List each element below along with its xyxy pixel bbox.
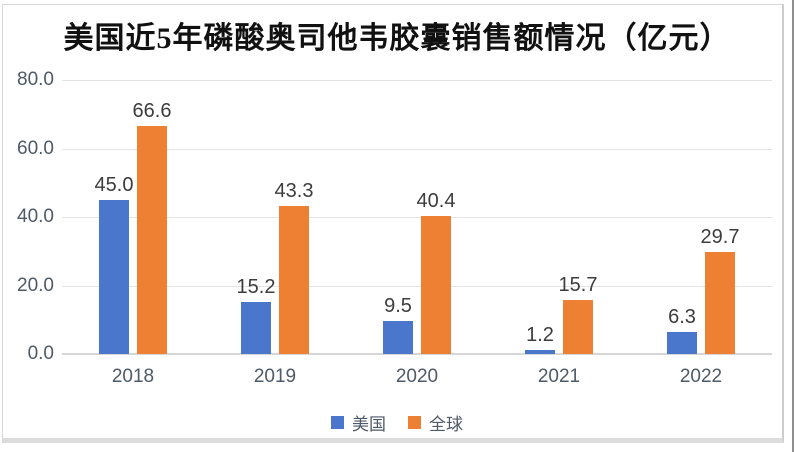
x-tick-label-2022: 2022 [679,366,723,387]
bar-全球-2019 [279,205,309,354]
value-label-全球-2022: 29.7 [700,226,740,249]
bar-美国-2019 [241,301,271,354]
y-tick-label: 80.0 [17,69,54,90]
gridline [62,285,772,287]
legend-item-美国: 美国 [331,410,386,435]
bar-美国-2022 [667,332,697,354]
legend: 美国 全球 [0,410,794,435]
bar-美国-2018 [99,199,129,354]
legend-swatch-icon [331,416,344,429]
bar-美国-2020 [383,321,413,354]
legend-swatch-icon [408,416,421,429]
y-tick-label: 0.0 [27,343,54,364]
x-tick-label-2018: 2018 [111,366,155,387]
value-label-全球-2020: 40.4 [416,189,456,212]
plot-area: 45.0 66.6 15.2 43.3 9.5 40.4 1.2 15.7 6.3 29.7 [62,80,772,355]
value-label-全球-2019: 43.3 [274,179,314,202]
value-label-美国-2021: 1.2 [526,323,554,346]
x-tick-label-2021: 2021 [537,366,581,387]
x-axis-line [62,353,772,355]
value-label-美国-2019: 15.2 [236,275,276,298]
bar-全球-2020 [421,215,451,354]
gridline [62,217,772,218]
legend-label: 全球 [429,415,463,434]
value-label-美国-2022: 6.3 [668,306,696,329]
value-label-美国-2018: 45.0 [94,173,134,196]
gridline [62,80,772,81]
y-tick-label: 60.0 [17,137,54,159]
bar-全球-2022 [705,252,735,354]
x-tick-label-2020: 2020 [395,366,439,387]
legend-item-全球: 全球 [408,410,463,435]
window-right-edge [792,0,794,452]
value-label-全球-2018: 66.6 [132,99,172,122]
value-label-美国-2020: 9.5 [384,295,412,318]
chart-frame [2,4,784,443]
chart-title: 美国近5年磷酸奥司他韦胶囊销售额情况（亿元） [63,22,731,55]
bar-全球-2021 [563,300,593,354]
y-tick-label: 20.0 [17,274,54,296]
x-tick-label-2019: 2019 [253,366,297,387]
value-label-全球-2021: 15.7 [558,274,598,297]
y-tick-label: 40.0 [17,206,54,227]
gridline [62,148,772,150]
legend-label: 美国 [352,415,386,434]
bar-全球-2018 [137,125,167,354]
bar-美国-2021 [525,349,555,354]
